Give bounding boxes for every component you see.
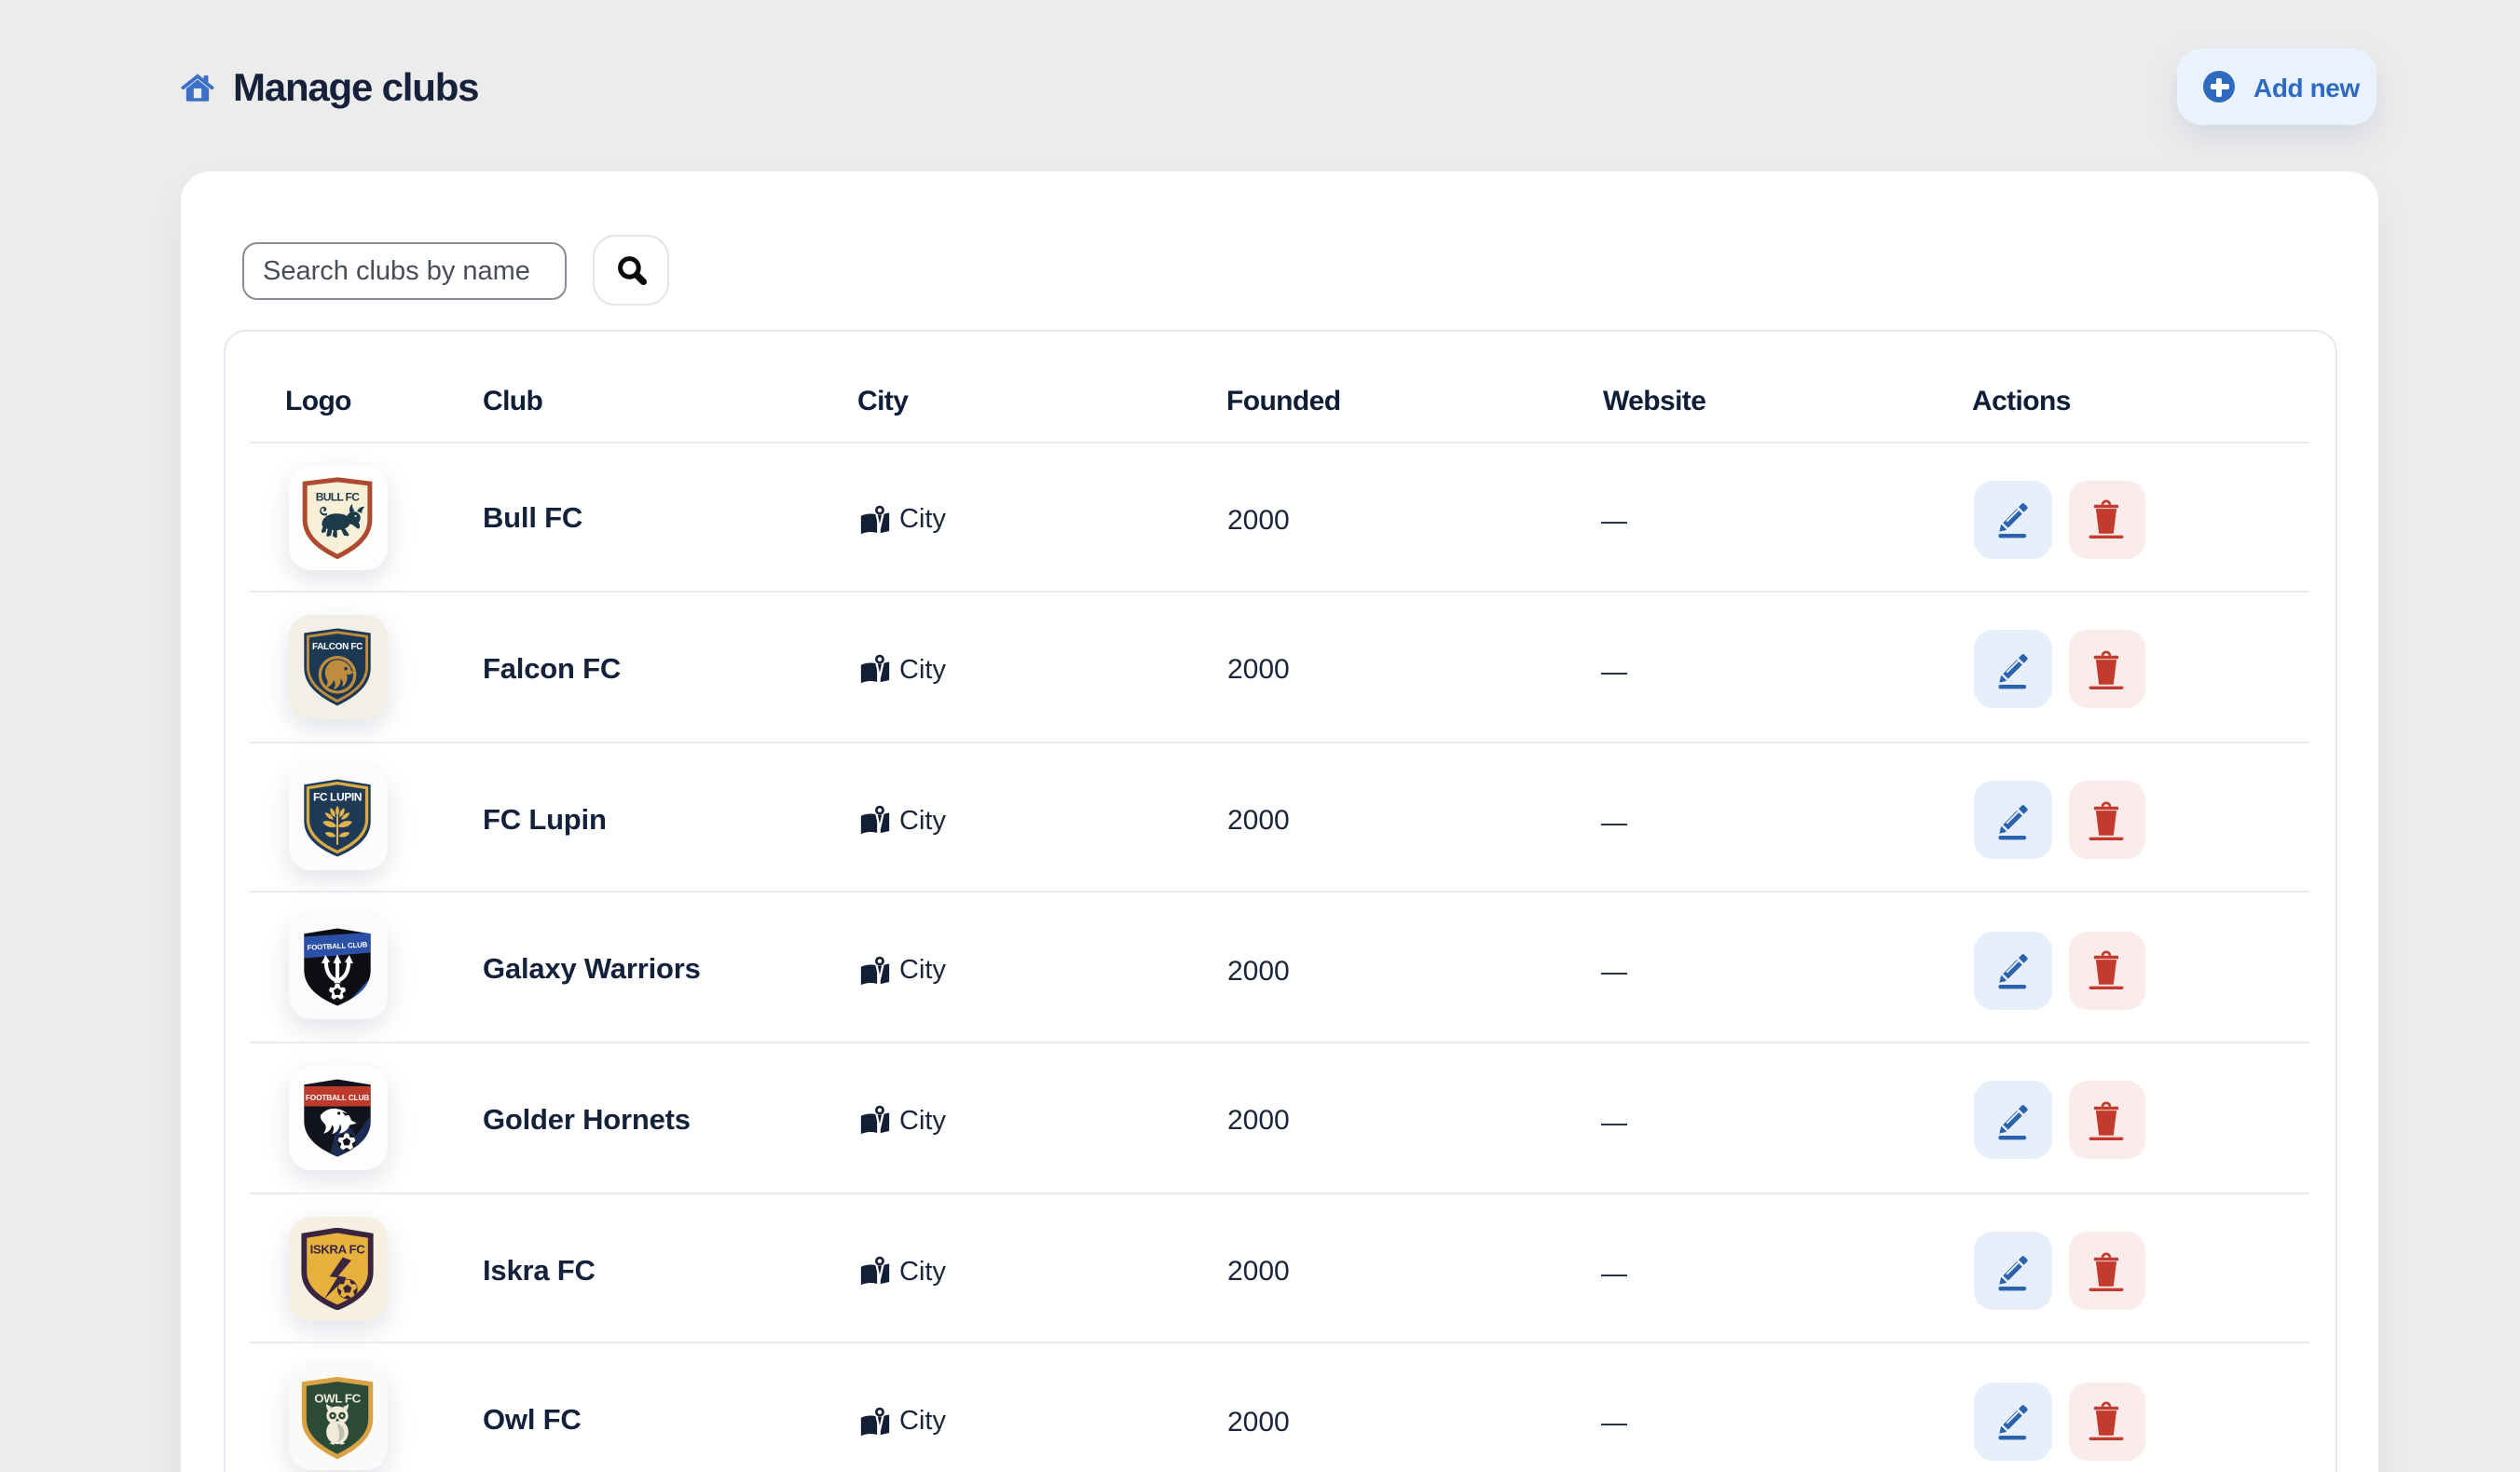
svg-text:FOOTBALL CLUB: FOOTBALL CLUB xyxy=(307,941,367,952)
svg-text:OWL FC: OWL FC xyxy=(314,1392,361,1406)
svg-text:BULL FC: BULL FC xyxy=(316,490,361,503)
svg-text:FALCON FC: FALCON FC xyxy=(312,642,363,652)
svg-text:FOOTBALL CLUB: FOOTBALL CLUB xyxy=(306,1093,369,1102)
svg-text:FC LUPIN: FC LUPIN xyxy=(313,790,362,803)
svg-text:ISKRA FC: ISKRA FC xyxy=(310,1242,366,1256)
